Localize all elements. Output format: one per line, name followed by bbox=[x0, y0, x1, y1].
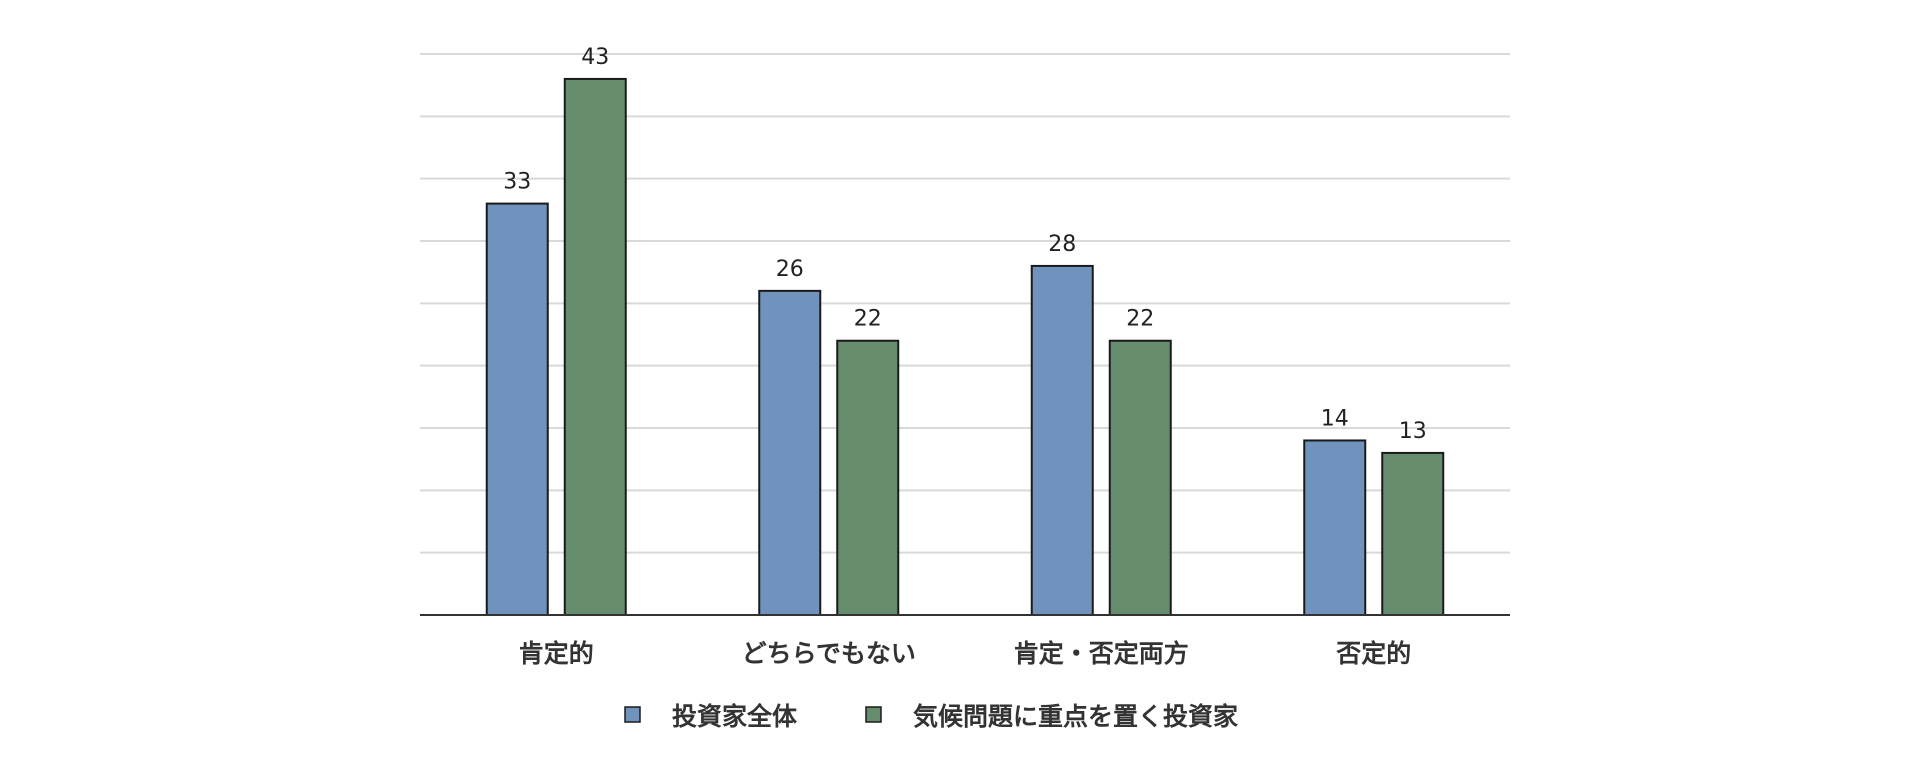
data-label: 14 bbox=[1321, 406, 1349, 431]
x-tick-labels: 肯定的 どちらでもない 肯定・否定両方 否定的 bbox=[519, 639, 1412, 668]
legend-label: 投資家全体 bbox=[672, 702, 798, 731]
x-tick-label: 肯定・否定両方 bbox=[1014, 639, 1189, 668]
bars bbox=[485, 77, 1445, 617]
legend: 投資家全体 気候問題に重点を置く投資家 bbox=[624, 702, 1238, 731]
bar bbox=[485, 202, 549, 616]
legend-label: 気候問題に重点を置く投資家 bbox=[913, 702, 1238, 731]
data-label: 28 bbox=[1048, 232, 1076, 257]
bar bbox=[1303, 439, 1367, 617]
data-label: 43 bbox=[581, 45, 609, 70]
x-tick-label: 否定的 bbox=[1335, 639, 1411, 668]
data-label: 22 bbox=[1126, 307, 1154, 332]
legend-swatch bbox=[865, 706, 882, 723]
data-label: 22 bbox=[854, 307, 882, 332]
bar bbox=[1381, 451, 1445, 616]
x-tick-label: 肯定的 bbox=[519, 639, 594, 668]
bar bbox=[563, 77, 627, 616]
legend-swatch bbox=[624, 706, 641, 723]
data-label: 33 bbox=[503, 170, 531, 195]
bar bbox=[836, 339, 900, 616]
bar bbox=[1108, 339, 1172, 616]
data-label: 13 bbox=[1399, 419, 1427, 444]
bar bbox=[1030, 264, 1094, 616]
data-label: 26 bbox=[776, 257, 804, 282]
bar bbox=[758, 289, 822, 616]
data-labels: 33 43 26 22 28 22 14 13 bbox=[503, 45, 1427, 444]
x-tick-label: どちらでもない bbox=[742, 639, 916, 668]
